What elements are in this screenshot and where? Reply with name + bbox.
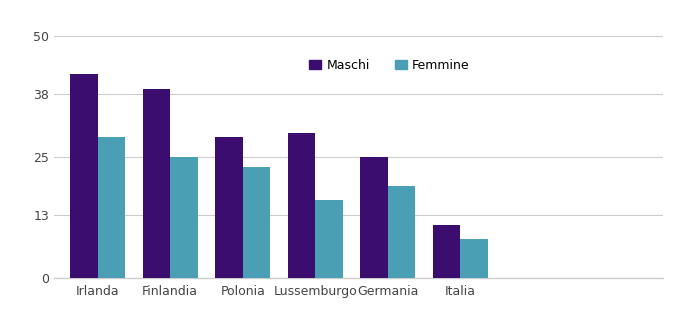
Bar — [460, 239, 488, 278]
Bar — [288, 133, 315, 278]
Bar — [360, 157, 388, 278]
Legend: Maschi, Femmine: Maschi, Femmine — [304, 54, 475, 77]
Bar — [143, 89, 170, 278]
Bar — [433, 225, 460, 278]
Bar — [315, 200, 343, 278]
Bar — [243, 166, 270, 278]
Bar — [170, 157, 198, 278]
Bar — [70, 75, 97, 278]
Bar — [388, 186, 416, 278]
Bar — [215, 137, 243, 278]
Bar — [97, 137, 125, 278]
